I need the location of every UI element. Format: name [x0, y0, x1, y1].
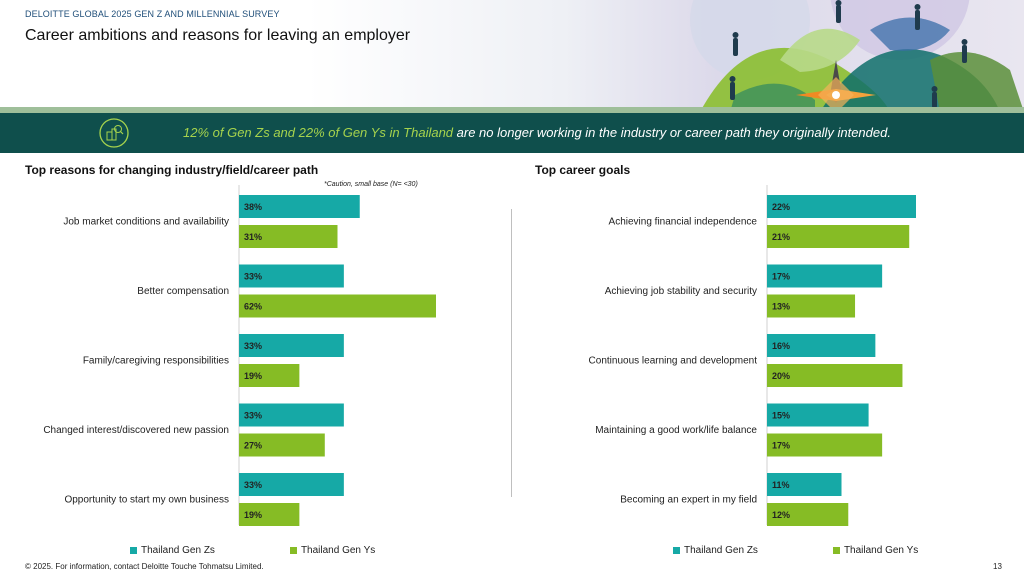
bar-gen-z: [767, 195, 916, 218]
legend-item-gen-y: Thailand Gen Ys: [289, 545, 375, 556]
legend-item-gen-y: Thailand Gen Ys: [832, 545, 918, 556]
category-label: Family/caregiving responsibilities: [83, 356, 229, 367]
data-label: 21%: [772, 232, 790, 242]
bar-gen-z: [767, 264, 883, 288]
data-label: 17%: [772, 272, 790, 282]
data-label: 13%: [772, 302, 790, 312]
data-label: 19%: [244, 510, 262, 520]
right-chart-title: Top career goals: [535, 163, 631, 177]
bar-gen-y: [767, 503, 849, 526]
data-label: 16%: [772, 341, 790, 351]
bar-gen-y: [767, 364, 903, 387]
bar-gen-y: [767, 433, 883, 457]
bar-gen-y: [239, 503, 300, 526]
gen-z-swatch: [130, 547, 137, 554]
data-label: 62%: [244, 302, 262, 312]
insight-banner: 12% of Gen Zs and 22% of Gen Ys in Thail…: [0, 113, 1024, 153]
data-label: 19%: [244, 371, 262, 381]
hero-illustration: [690, 0, 1024, 112]
legend-item-gen-z: Thailand Gen Zs: [130, 545, 215, 556]
banner-body: are no longer working in the industry or…: [453, 125, 891, 140]
bar-gen-z: [239, 473, 344, 496]
data-label: 11%: [772, 480, 790, 490]
category-label: Changed interest/discovered new passion: [43, 425, 229, 436]
reasons-bar-chart: Job market conditions and availability 38…: [43, 185, 436, 526]
data-label: 33%: [244, 272, 262, 282]
data-label: 33%: [244, 480, 262, 490]
right-legend: Thailand Gen Zs Thailand Gen Ys: [673, 545, 918, 556]
gen-y-swatch: [832, 547, 840, 554]
bar-gen-y: [767, 294, 856, 318]
bar-gen-z: [767, 403, 869, 427]
bar-gen-y: [239, 364, 300, 387]
data-label: 17%: [772, 441, 790, 451]
category-label: Achieving financial independence: [609, 217, 758, 228]
category-label: Maintaining a good work/life balance: [595, 425, 757, 436]
data-label: 38%: [244, 202, 262, 212]
category-label: Continuous learning and development: [589, 356, 758, 367]
data-label: 15%: [772, 411, 790, 421]
bar-gen-z: [767, 473, 842, 496]
bar-gen-z: [239, 334, 344, 357]
copyright-footer: © 2025. For information, contact Deloitt…: [25, 562, 264, 571]
category-label: Opportunity to start my own business: [64, 495, 229, 506]
data-label: 22%: [772, 202, 790, 212]
caution-note: *Caution, small base (N= <30): [324, 181, 418, 188]
left-chart-title: Top reasons for changing industry/field/…: [25, 163, 319, 177]
bar-gen-y: [239, 294, 436, 318]
category-label: Becoming an expert in my field: [620, 495, 757, 506]
page-number: 13: [993, 562, 1002, 571]
category-label: Achieving job stability and security: [605, 286, 757, 297]
data-label: 12%: [772, 510, 790, 520]
legend-item-gen-z: Thailand Gen Zs: [673, 545, 758, 556]
banner-text: 12% of Gen Zs and 22% of Gen Ys in Thail…: [183, 125, 891, 140]
bar-gen-y: [767, 225, 910, 248]
data-label: 20%: [772, 371, 790, 381]
data-label: 27%: [244, 441, 262, 451]
banner-accent-strip: [0, 107, 1024, 113]
bar-gen-z: [767, 334, 876, 357]
left-legend: Thailand Gen Zs Thailand Gen Ys: [130, 545, 375, 556]
category-label: Better compensation: [137, 286, 229, 297]
bar-gen-y: [239, 225, 338, 248]
panel-divider: [511, 209, 512, 497]
bar-gen-z: [239, 195, 360, 218]
bar-gen-z: [239, 403, 344, 427]
page-title: Career ambitions and reasons for leaving…: [25, 27, 411, 44]
category-label: Job market conditions and availability: [63, 217, 229, 228]
survey-label: DELOITTE GLOBAL 2025 GEN Z AND MILLENNIA…: [25, 9, 280, 19]
bar-gen-z: [239, 264, 344, 288]
magnifier-buildings-icon: [99, 118, 129, 148]
gen-z-swatch: [673, 547, 680, 554]
data-label: 33%: [244, 341, 262, 351]
bar-gen-y: [239, 433, 325, 457]
data-label: 33%: [244, 411, 262, 421]
career-goals-bar-chart: Achieving financial independence 22% 21% Ac…: [589, 185, 916, 526]
banner-highlight: 12% of Gen Zs and 22% of Gen Ys in Thail…: [183, 125, 454, 140]
data-label: 31%: [244, 232, 262, 242]
gen-y-swatch: [289, 547, 297, 554]
